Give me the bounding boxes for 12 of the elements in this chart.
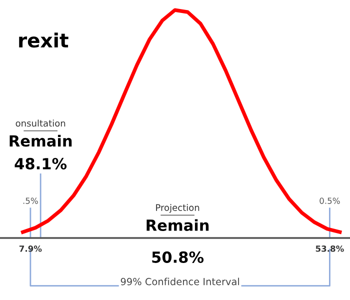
annotation: Remain [10,134,72,147]
annotation: Projection [156,204,200,213]
annotation: onsultation [16,120,66,127]
text: 99% Confidence Interval [120,278,240,286]
annotation: Remain [146,219,209,232]
annotation: .5% [23,198,38,204]
text: rexit [19,32,68,48]
text: 7.9% [19,246,42,252]
text: 50.8% [152,251,204,263]
text: 53.8% [316,246,344,252]
annotation: 0.5% [320,198,340,204]
annotation: 48.1% [14,158,67,170]
